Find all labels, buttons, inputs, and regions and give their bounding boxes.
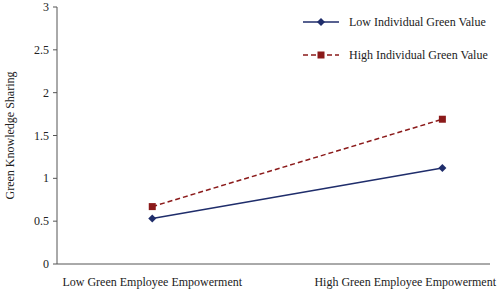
y-tick-label: 1.5: [34, 129, 49, 143]
x-tick-label: Low Green Employee Empowerment: [62, 275, 242, 289]
x-axis: [57, 264, 490, 265]
chart-svg: 0 0.5 1 1.5 2 2.5 3 Green Knowledge Sharing Low …: [0, 0, 500, 303]
y-tick-label: 3: [43, 0, 49, 14]
chart-container: 0 0.5 1 1.5 2 2.5 3 Green Knowledge Sharing Low …: [0, 0, 500, 303]
series-line: [152, 119, 442, 206]
legend-marker: [318, 52, 325, 59]
data-point: [439, 116, 446, 123]
y-axis-label: Green Knowledge Sharing: [3, 72, 17, 200]
y-tick: [53, 135, 57, 136]
legend-label: Low Individual Green Value: [349, 15, 486, 29]
y-tick-label: 2: [43, 86, 49, 100]
series-line: [152, 168, 442, 219]
y-tick: [53, 92, 57, 93]
y-tick: [53, 7, 57, 8]
y-tick: [53, 221, 57, 222]
data-point: [149, 203, 156, 210]
data-point: [438, 164, 446, 172]
data-point: [148, 215, 156, 223]
y-tick-label: 1: [43, 171, 49, 185]
legend-marker: [317, 18, 325, 26]
y-tick: [53, 178, 57, 179]
x-tick-label: High Green Employee Empowerment: [314, 275, 496, 289]
legend-label: High Individual Green Value: [349, 48, 488, 62]
y-tick-label: 2.5: [34, 43, 49, 57]
y-tick-label: 0.5: [34, 214, 49, 228]
y-tick: [53, 264, 57, 265]
plot-area: [148, 116, 446, 223]
legend: Low Individual Green Value High Individua…: [303, 15, 488, 62]
y-tick: [53, 49, 57, 50]
y-tick-label: 0: [43, 257, 49, 271]
